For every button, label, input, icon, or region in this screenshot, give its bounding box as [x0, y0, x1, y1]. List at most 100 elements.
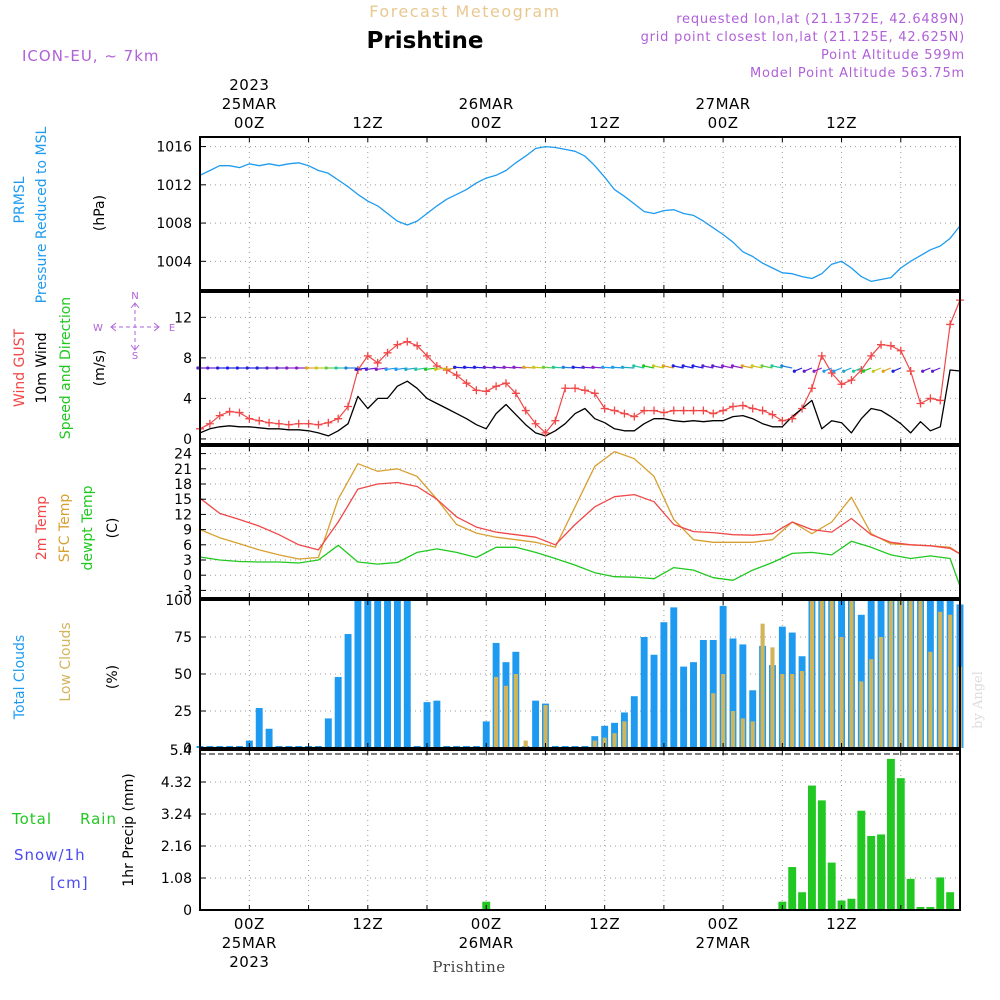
wind-arrow-head: [632, 364, 636, 368]
wind-arrow-head: [541, 365, 546, 369]
gust-marker: [620, 409, 629, 418]
total-cloud-bar: [482, 721, 490, 748]
gust-marker: [531, 419, 540, 428]
gust-marker: [432, 361, 441, 370]
low-cloud-bar: [800, 671, 805, 748]
gust-marker: [827, 369, 836, 378]
wind-arrow-head: [711, 364, 715, 368]
wind-arrow-head: [591, 365, 595, 369]
gust-marker: [225, 407, 234, 416]
gust-marker: [748, 404, 757, 413]
wind-arrow-head: [206, 366, 210, 370]
wind-arrow-head: [770, 364, 774, 368]
gust-marker: [798, 404, 807, 413]
time-label: 27MAR: [696, 934, 751, 952]
wind-line: [199, 369, 961, 437]
label-cm: [cm]: [50, 874, 89, 892]
wind-arrow-head: [433, 367, 438, 372]
gust-marker: [363, 351, 372, 360]
low-cloud-bar: [898, 600, 903, 748]
wind-arrow-head: [792, 369, 796, 373]
time-label: 2023: [229, 76, 269, 94]
time-label: 27MAR: [696, 95, 751, 113]
gust-marker: [274, 419, 283, 428]
gust-marker: [926, 394, 935, 403]
low-cloud-bar: [948, 614, 953, 748]
wind-arrow-head: [750, 364, 754, 368]
wind-arrow-head: [512, 365, 516, 369]
wind-arrow-head: [255, 366, 259, 370]
gust-marker: [906, 367, 915, 376]
total-cloud-bar: [699, 639, 707, 748]
requested-coords: requested lon,lat (21.1372E, 42.6489N): [676, 12, 965, 27]
wind-arrow-head: [881, 369, 885, 373]
low-cloud-bar: [859, 681, 864, 748]
wind-direction-arrow: [771, 365, 783, 369]
wind-arrow-head: [245, 366, 249, 370]
total-cloud-bar: [670, 607, 678, 748]
label-2m-temp: 2m Temp: [34, 496, 50, 560]
point-altitude: Point Altitude 599m: [821, 48, 965, 63]
wind-arrow-head: [601, 365, 605, 369]
total-cloud-bar: [650, 654, 658, 748]
wind-arrow-head: [760, 364, 764, 368]
total-cloud-bar: [403, 600, 411, 748]
wind-arrow-head: [265, 366, 269, 370]
wind-arrow-head: [581, 365, 585, 369]
gust-marker: [738, 401, 747, 410]
gust-marker: [344, 402, 353, 411]
wind-direction-arrow: [643, 365, 655, 369]
low-cloud-bar: [622, 721, 627, 748]
wind-arrow-head: [842, 369, 846, 373]
wind-direction-arrow: [663, 365, 674, 369]
gust-line: [199, 299, 961, 434]
total-cloud-bar: [265, 728, 273, 748]
gust-marker: [837, 380, 846, 389]
time-label: 12Z: [826, 915, 857, 933]
total-cloud-bar: [690, 662, 697, 748]
gust-marker: [886, 341, 895, 350]
label-prmsl: PRMSL: [12, 176, 28, 223]
low-cloud-bar: [612, 733, 617, 748]
gust-marker: [393, 340, 402, 349]
panel-frame: [199, 445, 961, 599]
panel-frames: [199, 136, 961, 911]
wind-direction-arrow: [722, 365, 734, 369]
y-tick-label: 1012: [156, 178, 192, 194]
wind-arrow-head: [740, 364, 744, 368]
gust-marker: [936, 396, 945, 405]
low-cloud-bar: [740, 718, 745, 748]
y-tick-label: 15: [174, 492, 192, 508]
wind-arrow-head: [681, 364, 685, 368]
wind-arrow-head: [414, 367, 418, 372]
rain-bar: [886, 758, 895, 910]
dewpt-line: [199, 540, 961, 587]
y-tick-label: 0: [183, 903, 192, 919]
compass-w: W: [93, 323, 103, 334]
gust-marker: [630, 412, 639, 421]
gust-marker: [501, 379, 510, 388]
wind-arrow-head: [384, 367, 388, 372]
gust-marker: [896, 346, 905, 355]
label-rain: Rain: [80, 810, 117, 828]
y-tick-label: 12: [174, 310, 192, 326]
wind-arrow-head: [314, 366, 318, 370]
rain-bar: [946, 892, 955, 910]
y-tick-label: 1004: [156, 254, 192, 270]
gust-marker: [699, 406, 708, 415]
label-pressure-msl: Pressure Reduced to MSL: [34, 126, 50, 303]
gust-marker: [946, 320, 955, 329]
wind-arrow-head: [802, 369, 806, 373]
y-tick-label: 21: [174, 462, 192, 478]
pressure-panel: [199, 145, 961, 283]
y-tick-label: 1008: [156, 216, 192, 232]
wind-arrow-head: [235, 366, 239, 370]
time-label: 26MAR: [459, 934, 514, 952]
model-altitude: Model Point Altitude 563.75m: [750, 66, 965, 81]
wind-arrow-head: [691, 364, 695, 368]
low-cloud-bar: [790, 674, 795, 748]
low-cloud-bar: [592, 740, 597, 748]
wind-arrow-head: [275, 366, 279, 370]
